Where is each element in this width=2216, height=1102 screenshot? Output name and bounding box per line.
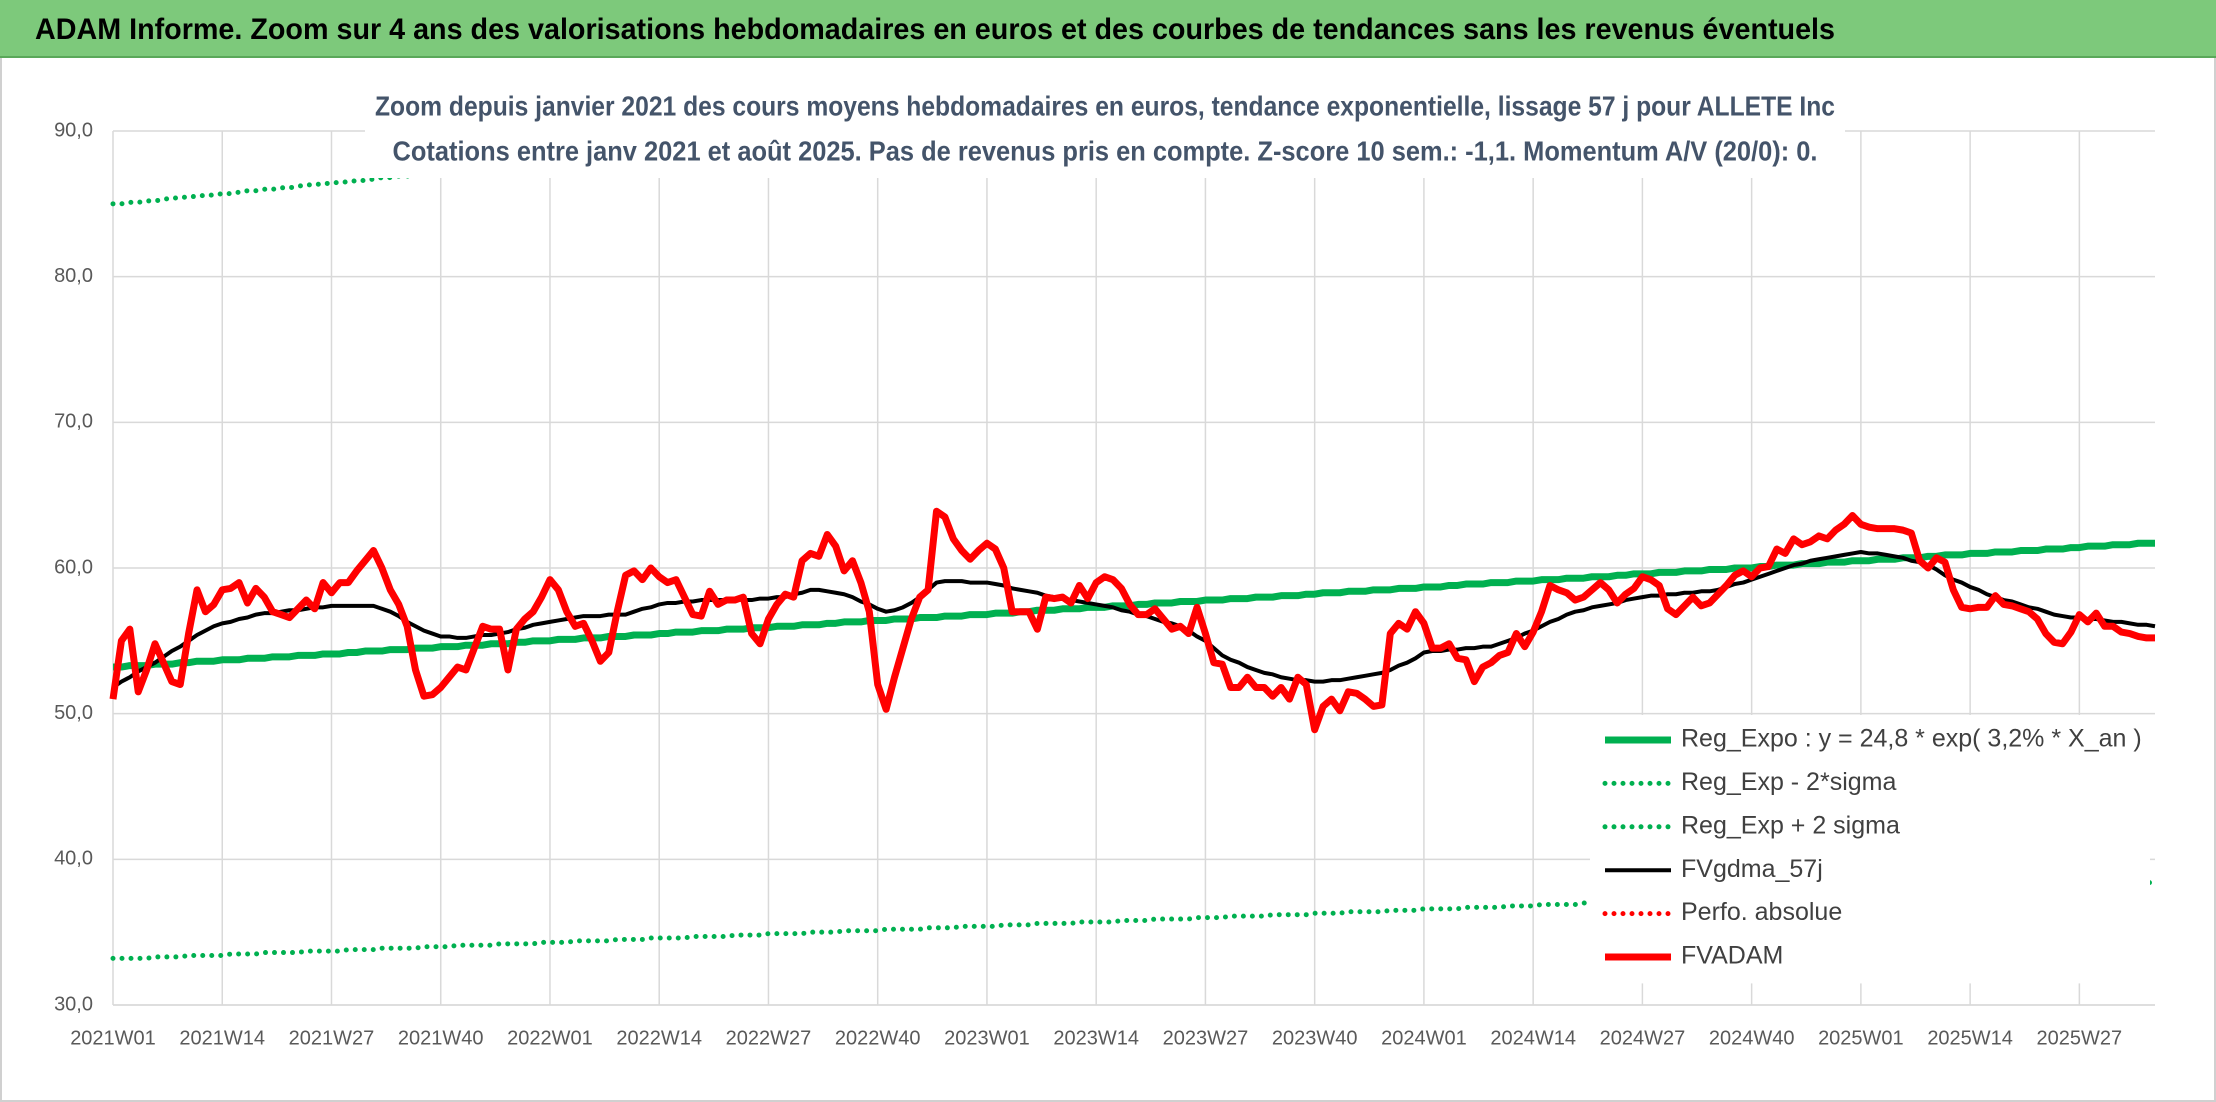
y-tick-label: 80,0 [54,265,93,287]
y-tick-label: 40,0 [54,848,93,870]
x-tick-label: 2021W40 [398,1027,484,1049]
legend-box [1590,715,2150,984]
x-tick-label: 2024W01 [1381,1027,1467,1049]
y-tick-label: 90,0 [54,119,93,141]
plot-area [109,128,2158,961]
series-line [109,507,2155,734]
x-tick-label: 2021W27 [289,1027,375,1049]
x-tick-label: 2022W01 [507,1027,593,1049]
axes: 30,0 40,0 50,0 60,0 70,0 80,0 90,0 2021W01 2021W… [54,119,2155,1049]
x-tick-label: 2025W01 [1818,1027,1904,1049]
x-tick-label: 2023W01 [944,1027,1030,1049]
x-tick-label: 2023W40 [1272,1027,1358,1049]
x-tick-label: 2025W27 [2037,1027,2123,1049]
x-tick-label: 2021W14 [179,1027,265,1049]
subtitle: Cotations entre janv 2021 et août 2025. … [393,135,1818,166]
x-tick-label: 2025W14 [1927,1027,2013,1049]
x-tick-label: 2023W14 [1053,1027,1139,1049]
x-tick-label: 2021W01 [70,1027,156,1049]
series-line [110,880,2158,961]
legend-label: FVgdma_57j [1681,855,1823,883]
y-tick-label: 60,0 [54,556,93,578]
legend-label: Reg_Expo : y = 24,8 * exp( 3,2% * X_an ) [1681,725,2142,753]
y-tick-label: 70,0 [54,411,93,433]
legend-label: FVADAM [1681,942,1783,970]
legend: Reg_Expo : y = 24,8 * exp( 3,2% * X_an )… [1590,715,2150,984]
y-tick-label: 50,0 [54,702,93,724]
x-tick-label: 2024W40 [1709,1027,1795,1049]
legend-label: Perfo. absolue [1681,898,1842,926]
subtitle-box [365,78,1845,178]
legend-label: Reg_Exp - 2*sigma [1681,768,1896,796]
legend-label: Reg_Exp + 2 sigma [1681,811,1900,839]
x-tick-label: 2024W27 [1600,1027,1686,1049]
y-tick-label: 30,0 [54,993,93,1015]
x-tick-label: 2022W40 [835,1027,921,1049]
header-band [0,0,2216,57]
page-title: ADAM Informe. Zoom sur 4 ans des valoris… [35,13,1835,46]
x-tick-label: 2024W14 [1490,1027,1576,1049]
subtitle: Zoom depuis janvier 2021 des cours moyen… [375,90,1835,121]
x-tick-label: 2022W14 [616,1027,702,1049]
x-tick-label: 2022W27 [726,1027,812,1049]
x-tick-label: 2023W27 [1163,1027,1249,1049]
